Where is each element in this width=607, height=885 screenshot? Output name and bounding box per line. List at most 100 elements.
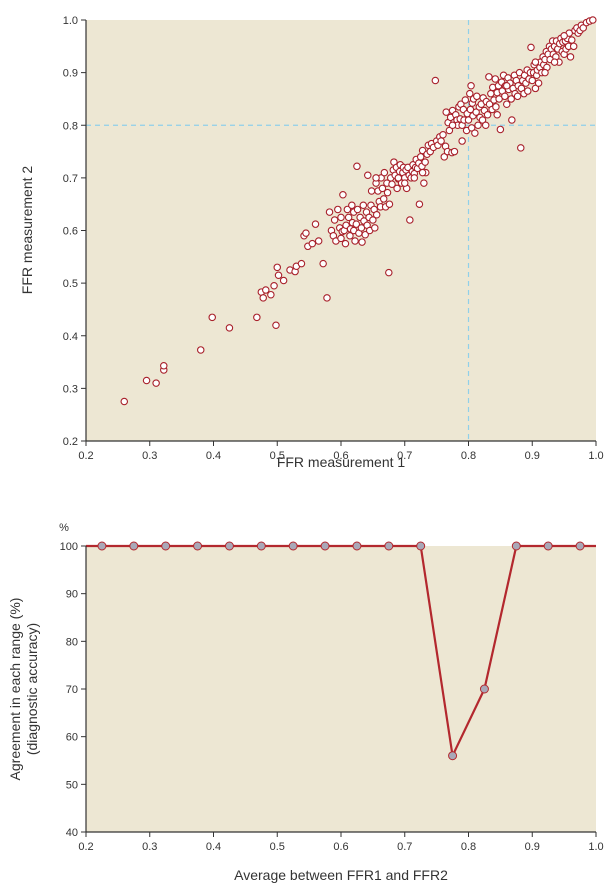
scatter-point (467, 82, 475, 90)
scatter-point (279, 276, 288, 285)
scatter-point (152, 379, 160, 387)
scatter-point (502, 100, 511, 108)
scatter-point (369, 216, 377, 224)
line-y-tick-label: 100 (60, 541, 78, 553)
line-y-unit-label: % (59, 522, 69, 534)
scatter-point (270, 282, 278, 290)
scatter-x-tick-label: 0.9 (525, 450, 540, 462)
scatter-point (491, 75, 500, 83)
scatter-point (297, 259, 306, 268)
scatter-point (420, 179, 428, 187)
scatter-point (364, 171, 372, 179)
line-plot-area (86, 546, 596, 832)
scatter-point (531, 58, 540, 66)
agreement-point (479, 684, 489, 694)
scatter-point (466, 89, 474, 98)
scatter-point (383, 188, 392, 197)
agreement-point (416, 541, 426, 551)
scatter-point (330, 216, 339, 224)
scatter-point (353, 162, 361, 171)
scatter-point (388, 180, 396, 188)
line-y-tick-label: 40 (66, 827, 78, 839)
scatter-point (339, 190, 347, 199)
line-x-tick-label: 0.8 (461, 841, 476, 853)
agreement-point (448, 751, 458, 761)
agreement-points (97, 541, 585, 761)
scatter-point (492, 103, 500, 111)
scatter-x-axis-title: FFR measurement 1 (277, 454, 406, 470)
scatter-point (550, 58, 559, 66)
scatter-point (493, 110, 501, 119)
agreement-point (161, 541, 171, 551)
scatter-y-tick-label: 0.5 (63, 278, 78, 290)
scatter-point (302, 229, 310, 237)
scatter-point (473, 92, 481, 101)
scatter-point (531, 84, 540, 93)
scatter-point (461, 96, 470, 104)
agreement-point (511, 541, 521, 551)
scatter-y-axis-title: FFR measurement 2 (19, 166, 35, 295)
scatter-point (337, 213, 345, 222)
scatter-point (358, 238, 366, 246)
scatter-point (385, 268, 393, 277)
scatter-point (308, 239, 317, 248)
line-y-tick-label: 80 (66, 636, 78, 648)
scatter-x-tick-label: 1.0 (588, 450, 603, 462)
scatter-point (472, 108, 480, 116)
scatter-y-tick-label: 0.7 (63, 173, 78, 185)
scatter-point (371, 224, 379, 232)
scatter-point (517, 144, 525, 152)
scatter-point (528, 76, 536, 85)
scatter-point (120, 397, 129, 406)
scatter-point (272, 321, 280, 329)
scatter-point (440, 153, 449, 161)
agreement-point (575, 541, 585, 551)
agreement-series-line (86, 544, 596, 760)
scatter-point (418, 168, 427, 177)
scatter-point (589, 16, 597, 24)
scatter-point (481, 121, 490, 130)
scatter-point (348, 201, 356, 209)
agreement-point (256, 541, 266, 551)
agreement-point (543, 541, 553, 551)
scatter-y-tick-label: 0.9 (63, 68, 78, 80)
scatter-point (458, 137, 466, 145)
scatter-point (579, 24, 587, 32)
scatter-point (394, 174, 403, 182)
scatter-point (253, 313, 261, 322)
scatter-point (485, 73, 493, 81)
scatter-point (372, 210, 381, 219)
scatter-point (259, 294, 267, 302)
line-x-tick-label: 0.6 (333, 841, 348, 853)
scatter-point (372, 174, 380, 182)
scatter-y-tick-label: 1.0 (63, 15, 78, 27)
scatter-point (160, 361, 168, 370)
scatter-point (501, 92, 509, 101)
scatter-point (508, 116, 516, 124)
scatter-point (344, 213, 353, 222)
scatter-point (274, 271, 283, 279)
scatter-point (502, 82, 511, 90)
agreement-line-chart: 0.2 0.3 0.4 0.5 0.6 0.7 0.8 0.9 1.0 40 50 60 70 80 90… (7, 522, 604, 883)
scatter-y-tick-label: 0.4 (63, 331, 78, 343)
scatter-point (197, 346, 205, 354)
scatter-point (352, 220, 361, 228)
scatter-y-tick-label: 0.8 (63, 120, 78, 132)
scatter-point (225, 324, 234, 332)
scatter-point (527, 43, 535, 52)
scatter-point (351, 237, 359, 245)
scatter-chart: 0.2 0.3 0.4 0.5 0.6 0.7 0.8 0.9 1.0 0.2 0.3 0.4 0.5… (19, 15, 604, 470)
scatter-point (421, 158, 429, 166)
line-y-tick-label: 70 (66, 684, 78, 696)
line-y-axis-title-line1: Agreement in each range (%) (7, 598, 23, 781)
scatter-point (541, 68, 549, 77)
scatter-point (353, 205, 362, 214)
agreement-point (320, 541, 330, 551)
scatter-point (471, 129, 479, 137)
scatter-point (406, 216, 414, 224)
scatter-point (474, 121, 482, 130)
scatter-point (467, 124, 476, 132)
line-x-tick-label: 0.9 (525, 841, 540, 853)
scatter-point (442, 108, 450, 116)
